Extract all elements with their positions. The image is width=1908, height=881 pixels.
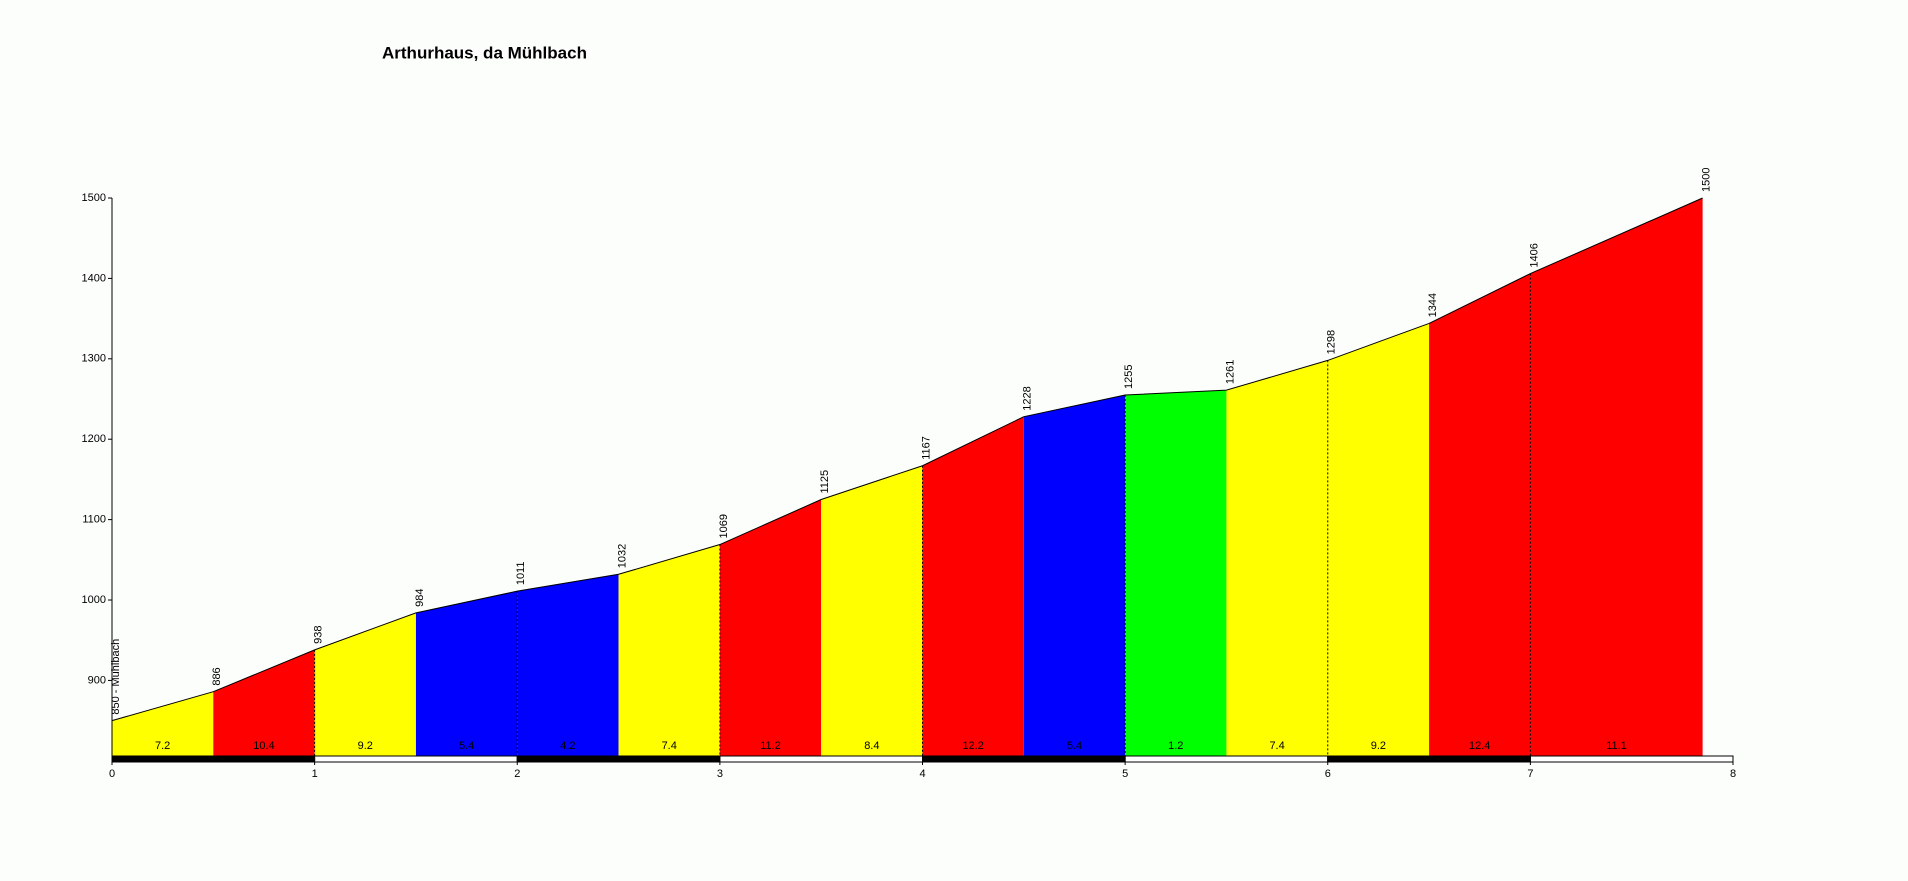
- gradient-label: 9.2: [1371, 740, 1386, 752]
- distance-bar: [1529, 755, 1734, 763]
- gradient-label: 5.4: [459, 740, 474, 752]
- profile-segment: [618, 544, 720, 756]
- profile-segment: [1327, 323, 1430, 756]
- profile-segment: [517, 574, 619, 756]
- elevation-label: 938: [313, 626, 325, 644]
- profile-segment: [719, 499, 822, 756]
- gradient-label: 5.4: [1067, 740, 1082, 752]
- elevation-label: 1298: [1326, 330, 1338, 354]
- profile-segment: [415, 591, 518, 756]
- elevation-label: 886: [211, 667, 223, 685]
- distance-bar: [719, 755, 923, 763]
- y-tick-label: 1400: [82, 272, 106, 284]
- elevation-label: 1344: [1427, 293, 1439, 317]
- y-tick-label: 1000: [82, 594, 106, 606]
- profile-segment: [1429, 273, 1531, 756]
- elevation-label: 1011: [515, 562, 527, 586]
- distance-bar: [1327, 755, 1531, 763]
- elevation-label: 1228: [1022, 386, 1034, 410]
- gradient-label: 12.2: [962, 740, 983, 752]
- profile-segment: [1023, 394, 1126, 756]
- elevation-label: 1069: [718, 514, 730, 538]
- profile-segment: [821, 465, 923, 756]
- x-tick-label: 7: [1527, 768, 1533, 780]
- distance-bar: [314, 755, 518, 763]
- elevation-label: 1125: [819, 470, 831, 494]
- gradient-label: 10.4: [253, 740, 274, 752]
- x-tick-label: 6: [1325, 768, 1331, 780]
- gradient-label: 11.2: [760, 740, 781, 752]
- elevation-label: 1032: [616, 544, 628, 568]
- gradient-label: 7.4: [662, 740, 677, 752]
- elevation-label: 1500: [1701, 168, 1713, 192]
- y-tick-label: 1500: [82, 192, 106, 204]
- x-tick-label: 2: [514, 768, 520, 780]
- gradient-label: 4.2: [560, 740, 575, 752]
- x-tick-label: 8: [1730, 768, 1736, 780]
- gradient-label: 1.2: [1168, 740, 1183, 752]
- gradient-label: 7.4: [1269, 740, 1284, 752]
- distance-bar: [1124, 755, 1329, 763]
- profile-segment: [213, 649, 315, 756]
- gradient-label: 12.4: [1469, 740, 1490, 752]
- y-tick-label: 1100: [82, 514, 106, 526]
- distance-bar: [111, 755, 316, 763]
- x-tick-label: 4: [919, 768, 925, 780]
- elevation-label: 984: [414, 589, 426, 607]
- elevation-label: 1261: [1224, 360, 1236, 384]
- x-tick-label: 3: [717, 768, 723, 780]
- distance-bar: [516, 755, 721, 763]
- x-tick-label: 0: [109, 768, 115, 780]
- profile-segment: [112, 691, 214, 756]
- profile-segment: [1530, 198, 1703, 756]
- profile-segment: [1226, 360, 1328, 756]
- y-tick-label: 1300: [82, 353, 106, 365]
- elevation-label: 1255: [1123, 365, 1135, 389]
- gradient-label: 7.2: [155, 740, 170, 752]
- profile-line: [111, 197, 1703, 722]
- elevation-label: 850 - Mühlbach: [110, 639, 122, 715]
- chart-title: Arthurhaus, da Mühlbach: [382, 43, 587, 62]
- elevation-label: 1406: [1528, 243, 1540, 267]
- y-tick-label: 900: [88, 674, 106, 686]
- profile-segment: [314, 612, 416, 756]
- gradient-label: 8.4: [864, 740, 879, 752]
- distance-bar: [922, 755, 1126, 763]
- profile-segment: [922, 416, 1024, 756]
- elevation-label: 1167: [920, 436, 932, 460]
- profile-segment: [1125, 390, 1227, 756]
- y-tick-label: 1200: [82, 433, 106, 445]
- gradient-label: 11.1: [1606, 740, 1627, 752]
- x-tick-label: 5: [1122, 768, 1128, 780]
- gradient-label: 9.2: [358, 740, 373, 752]
- x-tick-label: 1: [312, 768, 318, 780]
